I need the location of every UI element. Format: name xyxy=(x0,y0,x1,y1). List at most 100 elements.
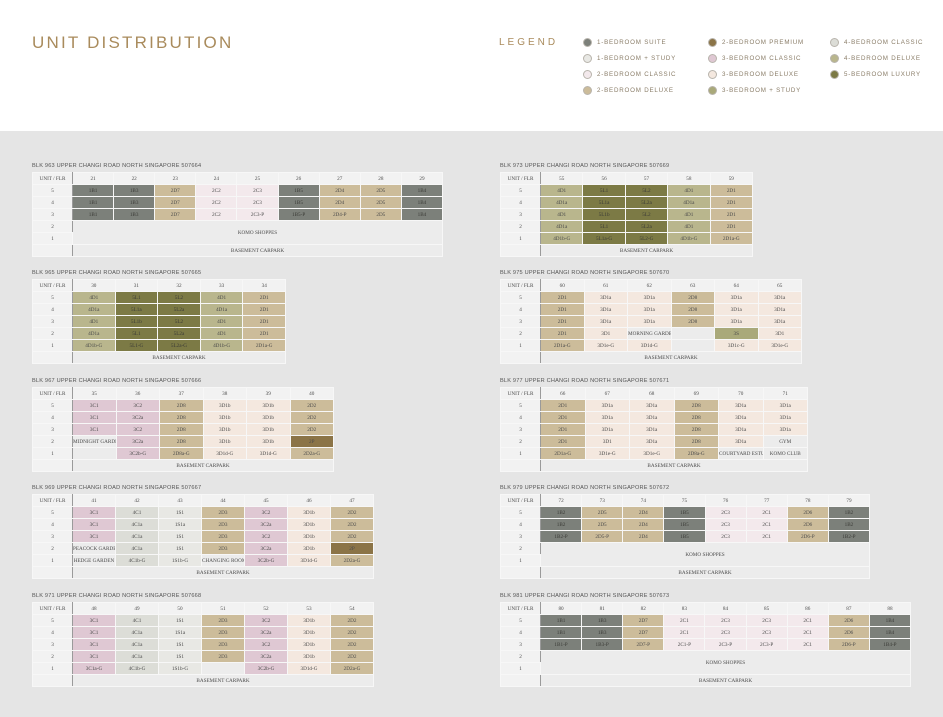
unit-cell xyxy=(201,662,245,675)
unit-cell: 3D1b xyxy=(202,423,247,436)
unit-cell: 2D8 xyxy=(670,315,715,328)
unit-cell: 4D1a xyxy=(667,196,711,209)
unit-cell: CHANGING ROOM xyxy=(201,554,245,567)
floor-number: 5 xyxy=(500,614,541,627)
unit-number: 54 xyxy=(330,602,374,615)
floor-number: 1 xyxy=(32,662,73,675)
floor-row: 1 xyxy=(500,662,911,675)
unit-cell: 4C1 xyxy=(115,506,159,519)
unit-cell: 1B2 xyxy=(827,506,871,519)
header-row: UNIT / FLR 35 36 37 38 39 40 xyxy=(32,387,334,400)
legend-item-label: 3-BEDROOM CLASSIC xyxy=(722,55,802,62)
unit-cell: 4D1a xyxy=(72,327,116,340)
floor-row: 2 KOMO SHOPPES xyxy=(32,220,443,245)
floor-row: 3 1B1-P 1B3-P 2D7-P 2C1-P 2C3-P 2C3-P 2C1 2D6-P 1… xyxy=(500,638,912,651)
unit-cell: 2D8 xyxy=(159,399,204,412)
unit-cell: 2D4 xyxy=(318,184,361,197)
legend-item-label: 1-BEDROOM + STUDY xyxy=(597,55,677,62)
carpark-cell: BASEMENT CARPARK xyxy=(540,459,808,472)
unit-cell: 3D1a xyxy=(762,399,808,412)
block-title: BLK 967 UPPER CHANGI ROAD NORTH SINGAPOR… xyxy=(32,378,202,384)
floor-number: 4 xyxy=(32,518,73,531)
unit-cell: 2D8 xyxy=(673,411,719,424)
legend-swatch-icon xyxy=(708,70,717,79)
floor-row: 1 2D1a-G 3D1e-G 3D1d-G 3D1c-G 3D1e-G xyxy=(500,339,802,352)
unit-cell: 4D1a xyxy=(539,220,584,233)
unit-cell: 2C3 xyxy=(745,614,788,627)
unit-cell: 2C2 xyxy=(195,208,238,221)
unit-cell: 3D1b xyxy=(202,411,247,424)
carpark-cell: BASEMENT CARPARK xyxy=(540,244,753,257)
unit-cell: 2C3 xyxy=(704,614,747,627)
unit-cell: 3D1c-G xyxy=(714,339,759,352)
unit-cell: 2D6-P xyxy=(786,530,829,543)
unit-cell: 2D2a-G xyxy=(330,554,374,567)
shoppes-cell: KOMO SHOPPES xyxy=(540,650,911,675)
floor-row: 5 1B1 1B3 2D7 2C1 2C3 2C3 2C1 2D6 1B4 xyxy=(500,614,912,627)
legend-item: 1-BEDROOM + STUDY xyxy=(583,54,676,63)
unit-number: 32 xyxy=(157,279,201,292)
unit-cell: 3D1a xyxy=(714,315,759,328)
floor-number: 5 xyxy=(32,506,73,519)
unit-table: UNIT / FLR 80 81 82 83 84 85 86 87 88 5 1B1 1B3 2D7 2C… xyxy=(500,602,912,687)
unit-cell: 1S1 xyxy=(158,530,202,543)
unit-cell: 4D1a xyxy=(539,196,584,209)
floor-number-blank xyxy=(32,351,73,364)
unit-cell: 2D8a-G xyxy=(673,447,719,460)
unit-cell: 2D5 xyxy=(581,518,624,531)
floor-number: 3 xyxy=(500,638,541,651)
unit-cell: 2C1-P xyxy=(663,638,706,651)
legend-item: 2-BEDROOM PREMIUM xyxy=(708,38,804,47)
unit-cell: 5L2a xyxy=(157,303,201,316)
unit-cell: 1S1b-G xyxy=(158,554,202,567)
page-title: UNIT DISTRIBUTION xyxy=(32,33,234,52)
legend-item: 1-BEDROOM SUITE xyxy=(583,38,666,47)
legend-swatch-icon xyxy=(708,86,717,95)
floor-row: 2 2D1 3D1 MORNING GARDEN 3S 3D1 xyxy=(500,327,802,340)
unit-cell: 4D1 xyxy=(72,315,116,328)
unit-cell: 5L2 xyxy=(624,184,669,197)
carpark-row: BASEMENT CARPARK xyxy=(500,351,802,364)
unit-cell: 3D1d-G xyxy=(246,447,291,460)
unit-cell: 3C2 xyxy=(244,614,288,627)
unit-cell: 3C1 xyxy=(72,626,116,639)
unit-cell: 3D1a xyxy=(627,315,672,328)
floor-number: 2 xyxy=(32,542,73,555)
unit-cell: 2D2 xyxy=(330,506,374,519)
unit-number: 79 xyxy=(827,494,871,507)
floor-number: 3 xyxy=(500,208,541,221)
carpark-row: BASEMENT CARPARK xyxy=(32,244,443,257)
unit-cell: MORNING GARDEN xyxy=(627,327,672,340)
carpark-cell: BASEMENT CARPARK xyxy=(72,244,443,257)
unit-cell: 3C1 xyxy=(72,411,117,424)
floor-number: 3 xyxy=(32,315,73,328)
unit-cell: 1S1 xyxy=(158,614,202,627)
legend-item: 3-BEDROOM + STUDY xyxy=(708,86,801,95)
unit-number: 76 xyxy=(704,494,747,507)
unit-cell: 5L1b xyxy=(114,315,159,328)
unit-cell: 2D4 xyxy=(318,196,361,209)
block: BLK 967 UPPER CHANGI ROAD NORTH SINGAPOR… xyxy=(32,377,334,472)
floor-number-blank xyxy=(32,244,73,257)
unit-cell: 4D1 xyxy=(199,315,244,328)
unit-cell: 2D6 xyxy=(786,506,829,519)
unit-cell: 2D2 xyxy=(330,638,374,651)
unit-cell: 3D1b xyxy=(202,399,247,412)
carpark-row: BASEMENT CARPARK xyxy=(500,244,753,257)
block: BLK 973 UPPER CHANGI ROAD NORTH SINGAPOR… xyxy=(500,162,754,257)
unit-number: 68 xyxy=(629,387,675,400)
unit-number: 33 xyxy=(199,279,244,292)
floor-row: 2 2D1 3D1 3D1a 2D8 3D1a GYM xyxy=(500,435,808,448)
unit-number: 34 xyxy=(242,279,286,292)
legend-item-label: 2-BEDROOM CLASSIC xyxy=(597,71,677,78)
legend-swatch-icon xyxy=(708,38,717,47)
unit-cell: 2D1a-G xyxy=(709,232,754,245)
unit-cell: 2D7 xyxy=(154,208,197,221)
unit-cell: 3C2a xyxy=(244,542,288,555)
floor-row: 2 KOMO SHOPPES xyxy=(500,542,870,567)
unit-cell: 2D2a-G xyxy=(330,662,374,675)
unit-cell: 1B3 xyxy=(113,196,156,209)
unit-cell: 2D7-P xyxy=(622,638,665,651)
unit-cell: 5L1a-G xyxy=(582,232,626,245)
legend-item: 4-BEDROOM DELUXE xyxy=(830,54,921,63)
